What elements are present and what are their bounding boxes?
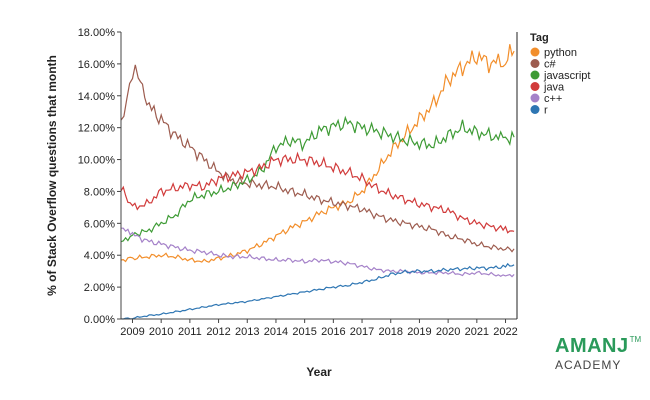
series-line-cplusplus	[121, 227, 515, 278]
y-tick-label: 0.00%	[84, 314, 115, 326]
legend-swatch	[530, 82, 540, 91]
series-lines	[120, 44, 515, 320]
y-tick-label: 4.00%	[84, 250, 115, 262]
amanj-academy-logo: AMANJTM ACADEMY	[555, 335, 642, 372]
series-line-r	[120, 262, 515, 320]
x-tick-label: 2010	[149, 326, 173, 338]
x-tick-label: 2021	[465, 326, 489, 338]
legend-swatch	[530, 93, 540, 103]
axes: 0.00% 2.00% 4.00% 6.00% 8.00% 10.00% 12.00% 14.…	[78, 27, 518, 338]
y-tick-label: 2.00%	[84, 282, 115, 294]
legend-title: Tag	[530, 32, 549, 44]
x-tick-label: 2012	[206, 326, 230, 338]
series-line-python	[120, 44, 515, 263]
x-tick-label: 2022	[493, 326, 517, 338]
legend-swatch	[530, 70, 540, 80]
legend-swatch	[530, 105, 540, 114]
x-axis-title: Year	[306, 365, 332, 379]
legend-label: java	[543, 82, 565, 94]
y-tick-label: 18.00%	[78, 27, 116, 39]
x-tick-label: 2009	[120, 326, 144, 338]
series-line-javascript	[120, 115, 515, 243]
y-tick-label: 10.00%	[78, 155, 116, 167]
legend-swatch	[530, 47, 540, 57]
series-line-java	[120, 151, 515, 234]
y-tick-label: 8.00%	[84, 186, 115, 198]
x-tick-label: 2019	[407, 326, 431, 338]
legend-label: r	[544, 105, 548, 117]
logo-subtitle: ACADEMY	[555, 358, 622, 372]
logo-wordmark: AMANJ	[555, 335, 629, 357]
y-tick-label: 12.00%	[78, 123, 116, 135]
y-axis-title: % of Stack Overflow questions that month	[45, 55, 59, 296]
legend-swatch	[530, 59, 540, 68]
x-tick-label: 2013	[235, 326, 259, 338]
legend-label: javascript	[543, 70, 590, 82]
x-tick-label: 2015	[292, 326, 316, 338]
x-tick-label: 2011	[178, 326, 202, 338]
series-line-csharp	[120, 64, 515, 253]
legend-label: c++	[544, 93, 562, 105]
x-tick-label: 2018	[378, 326, 402, 338]
y-tick-label: 6.00%	[84, 218, 115, 230]
x-tick-label: 2020	[436, 326, 460, 338]
logo-trademark: TM	[629, 335, 642, 344]
legend-label: python	[544, 47, 577, 59]
y-tick-label: 14.00%	[78, 91, 116, 103]
x-tick-label: 2016	[321, 326, 345, 338]
y-tick-label: 16.00%	[78, 59, 116, 71]
legend-label: c#	[544, 59, 557, 71]
x-tick-label: 2014	[264, 326, 288, 338]
x-tick-label: 2017	[350, 326, 374, 338]
